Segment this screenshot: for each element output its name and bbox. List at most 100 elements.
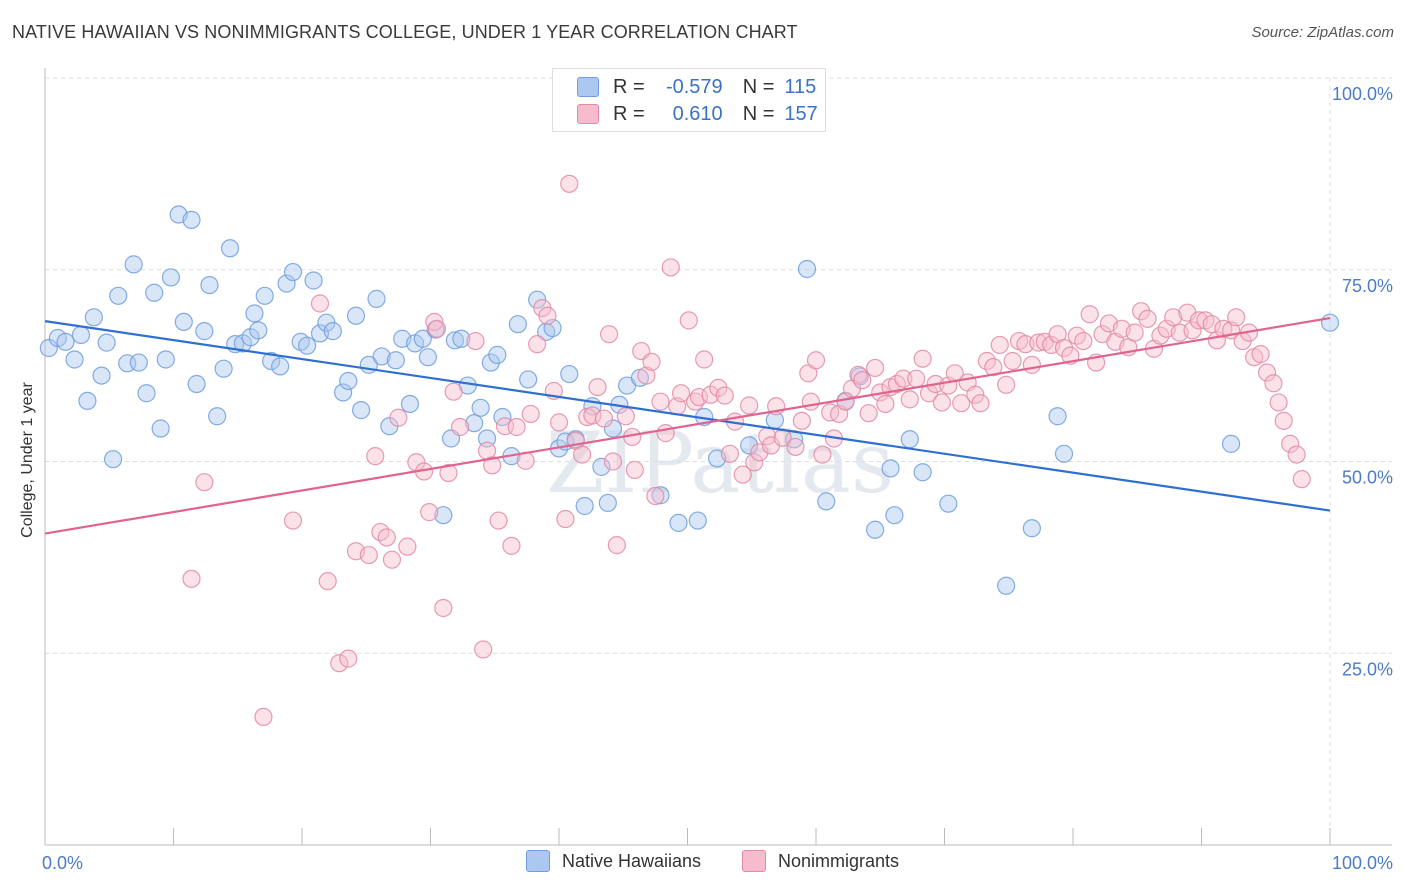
data-point <box>913 463 932 482</box>
data-point <box>952 394 971 413</box>
data-point <box>556 509 575 529</box>
data-point <box>471 398 490 417</box>
stats-row-native-hawaiians: R = -0.579 N = 115 <box>577 74 816 100</box>
data-point <box>560 174 579 193</box>
data-point <box>745 453 764 472</box>
data-point <box>346 306 366 325</box>
data-point <box>450 417 470 437</box>
data-point <box>425 312 444 332</box>
data-point <box>1227 308 1246 327</box>
data-point <box>255 286 274 305</box>
tick-labels: 25.0% 50.0% 75.0% 100.0% 0.0% 100.0% <box>42 84 1393 873</box>
data-point <box>71 325 91 345</box>
data-point <box>575 496 594 516</box>
data-point <box>1164 308 1183 327</box>
n-label: N = <box>742 75 775 98</box>
data-point <box>1269 393 1288 412</box>
data-point <box>997 375 1016 394</box>
data-point <box>1202 315 1221 334</box>
data-point <box>821 403 840 422</box>
data-point <box>715 386 734 405</box>
data-point <box>1214 319 1233 338</box>
data-point <box>277 274 296 293</box>
data-point <box>701 385 720 404</box>
data-point <box>646 486 665 506</box>
data-point <box>182 210 201 229</box>
stats-swatch-blue <box>577 77 599 97</box>
r-label: R = <box>613 102 645 125</box>
legend-item-nonimmigrants: Nonimmigrants <box>742 850 899 872</box>
data-point <box>997 576 1016 595</box>
data-point <box>439 463 458 483</box>
data-point <box>885 506 904 525</box>
data-point <box>971 394 990 413</box>
data-point <box>592 457 611 476</box>
data-point <box>801 392 820 411</box>
data-point <box>900 390 919 409</box>
data-point <box>271 357 290 376</box>
data-point <box>1054 444 1074 463</box>
data-point <box>339 371 358 391</box>
data-point <box>283 511 303 530</box>
stats-row-nonimmigrants: R = 0.610 N = 157 <box>577 101 818 127</box>
data-point <box>161 268 181 287</box>
data-point <box>97 333 116 352</box>
data-point <box>367 289 386 308</box>
data-point <box>382 550 402 569</box>
data-point <box>386 351 405 370</box>
data-point <box>508 315 527 334</box>
data-point <box>560 364 579 384</box>
data-point <box>359 545 378 565</box>
data-point <box>594 409 614 428</box>
data-point <box>853 371 872 390</box>
data-point <box>214 359 233 378</box>
legend-swatch-pink <box>742 850 766 872</box>
data-point <box>200 275 219 295</box>
data-point <box>656 424 675 443</box>
r-value: 0.610 <box>672 102 723 125</box>
data-point <box>661 258 680 277</box>
data-point <box>389 408 408 427</box>
data-point <box>323 322 342 341</box>
data-point <box>507 417 526 437</box>
data-point <box>1003 351 1022 371</box>
data-point <box>720 444 740 463</box>
data-point <box>195 322 214 341</box>
data-point <box>549 413 569 432</box>
data-point <box>588 378 607 397</box>
data-point <box>245 304 264 323</box>
data-point <box>1022 355 1041 374</box>
data-point <box>900 430 919 449</box>
data-point <box>1080 305 1099 324</box>
trend-lines <box>44 316 1331 535</box>
data-point <box>241 328 260 347</box>
data-point <box>1264 374 1283 393</box>
data-point <box>932 393 952 412</box>
data-point <box>426 320 445 339</box>
data-point <box>304 271 323 290</box>
data-point <box>521 404 540 424</box>
data-point <box>519 370 538 389</box>
data-point <box>156 350 175 369</box>
data-point <box>881 459 900 478</box>
data-point <box>129 353 148 372</box>
data-point <box>109 286 128 305</box>
legend-swatch-blue <box>526 850 550 872</box>
data-point <box>445 331 465 350</box>
data-point <box>1292 470 1311 489</box>
data-point <box>400 394 420 414</box>
stats-swatch-pink <box>577 104 599 124</box>
data-point <box>489 511 508 530</box>
data-point <box>474 640 493 659</box>
data-point <box>434 598 453 618</box>
data-point <box>377 528 396 547</box>
data-point <box>792 411 811 430</box>
data-point <box>786 437 805 457</box>
data-point <box>866 520 885 539</box>
chart-title: NATIVE HAWAIIAN VS NONIMMIGRANTS COLLEGE… <box>12 22 798 42</box>
data-point <box>39 338 58 358</box>
data-point <box>372 347 391 366</box>
data-point <box>187 374 206 394</box>
data-point <box>298 336 317 355</box>
